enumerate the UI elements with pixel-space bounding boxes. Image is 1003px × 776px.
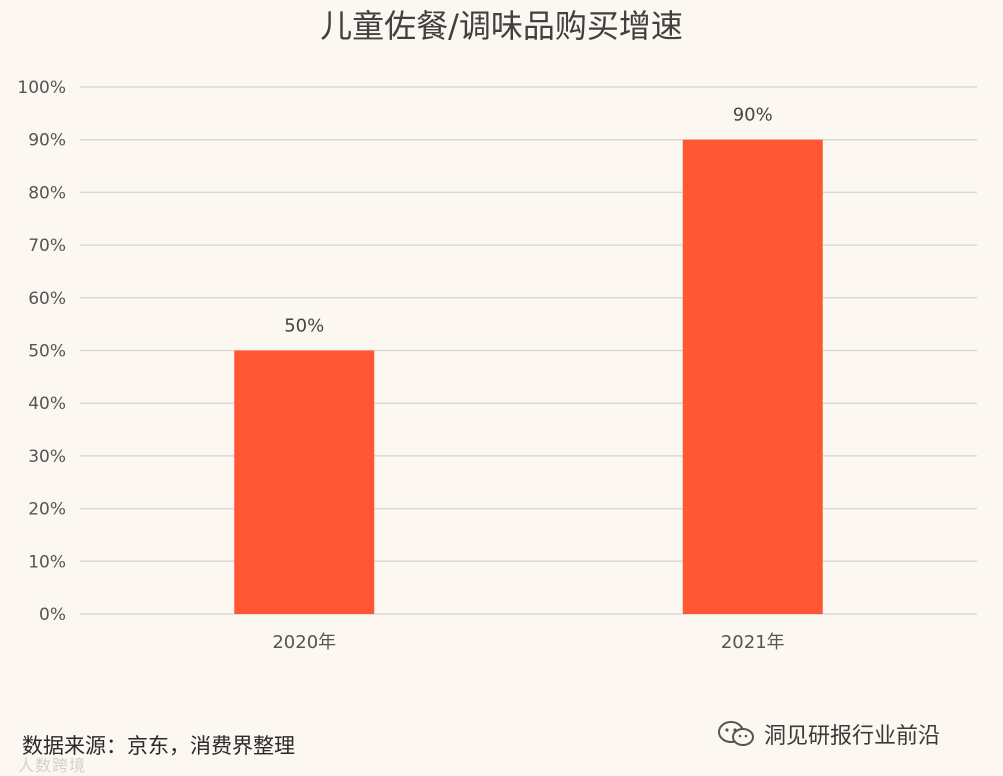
y-tick-label: 80% [28, 183, 66, 203]
y-tick-label: 40% [28, 394, 66, 414]
source-note: 数据来源：京东，消费界整理 [22, 734, 295, 758]
faint-watermark: 人数跨境 [18, 756, 87, 775]
y-tick-label: 70% [28, 236, 66, 256]
account-watermark: 洞见研报行业前沿 [716, 719, 940, 749]
y-tick-label: 50% [28, 342, 66, 362]
x-tick-label: 2020年 [272, 632, 336, 653]
gridlines [80, 86, 977, 615]
bars [234, 139, 823, 614]
y-tick-label: 0% [39, 605, 66, 625]
y-axis-ticks: 0% 10% 20% 30% 40% 50% 60% 70% 80% 90% 100% [17, 78, 66, 625]
x-axis-ticks: 2020年 2021年 [272, 632, 784, 653]
y-tick-label: 20% [28, 500, 66, 520]
x-tick-label: 2021年 [721, 632, 785, 653]
bar [682, 139, 823, 614]
y-tick-label: 100% [17, 78, 66, 98]
y-tick-label: 60% [28, 289, 66, 309]
chart-title: 儿童佐餐/调味品购买增速 [320, 7, 683, 45]
bar-value-label: 50% [284, 316, 324, 337]
y-tick-label: 90% [28, 131, 66, 151]
y-tick-label: 10% [28, 552, 66, 572]
wechat-icon [718, 721, 754, 746]
y-tick-label: 30% [28, 447, 66, 467]
watermark-text: 洞见研报行业前沿 [764, 724, 941, 749]
bar-value-label: 90% [733, 105, 773, 126]
bar [234, 350, 375, 614]
data-labels: 50% 90% [284, 105, 773, 337]
bar-chart: 0% 10% 20% 30% 40% 50% 60% 70% 80% 90% 100% 50% 90%… [17, 78, 977, 653]
